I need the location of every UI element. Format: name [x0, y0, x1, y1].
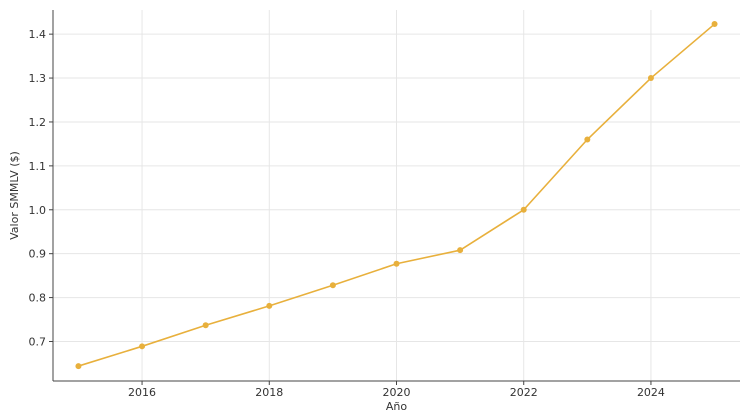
x-tick-label: 2018 [255, 386, 283, 399]
y-tick-label: 1.4 [29, 28, 47, 41]
data-point [393, 260, 400, 267]
x-tick-label: 2022 [510, 386, 538, 399]
x-ticks: 2016 2018 2020 2022 2024 [128, 381, 665, 399]
y-tick-label: 1.3 [29, 72, 47, 85]
data-point [457, 247, 464, 254]
y-tick-label: 1.2 [29, 116, 47, 129]
data-point [584, 136, 591, 143]
x-tick-label: 2020 [383, 386, 411, 399]
y-tick-label: 0.9 [29, 248, 47, 261]
data-point [266, 302, 273, 309]
y-tick-label: 1.0 [29, 204, 47, 217]
grid [53, 10, 740, 381]
data-point [329, 282, 336, 289]
data-point [520, 206, 527, 213]
data-point [711, 21, 718, 28]
y-tick-label: 1.1 [29, 160, 47, 173]
data-point [202, 322, 209, 329]
y-tick-label: 0.8 [29, 292, 47, 305]
y-axis-title: Valor SMMLV ($) [8, 151, 21, 240]
data-point [647, 75, 654, 82]
series [75, 21, 718, 370]
x-axis-title: Año [386, 400, 407, 410]
y-tick-label: 0.7 [29, 335, 47, 348]
data-point [139, 343, 146, 350]
x-tick-label: 2024 [637, 386, 665, 399]
x-tick-label: 2016 [128, 386, 156, 399]
data-point [75, 363, 82, 370]
y-ticks: 0.7 0.8 0.9 1.0 1.1 1.2 1.3 1.4 [29, 28, 53, 348]
